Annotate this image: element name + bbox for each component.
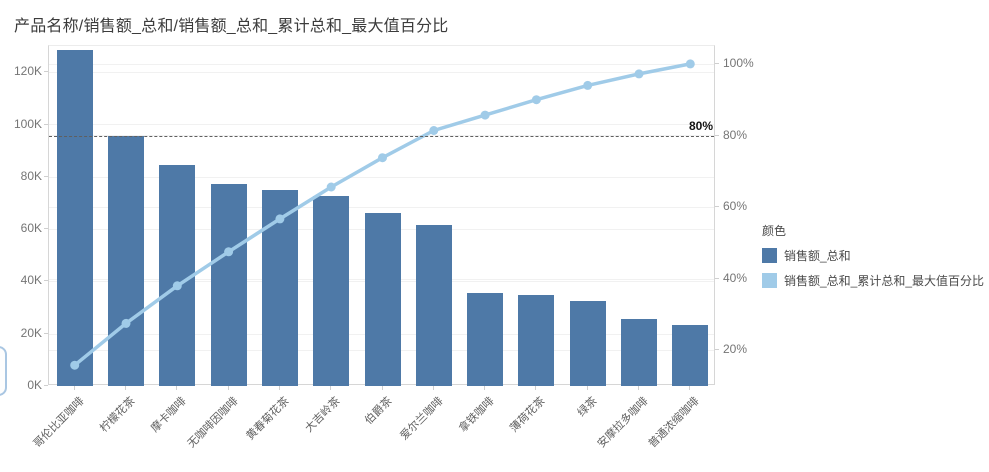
y-left-tickmark	[44, 385, 48, 386]
y-right-tick-100%: 100%	[723, 55, 754, 70]
line-marker-薄荷花茶[interactable]	[531, 95, 541, 105]
line-marker-大吉岭茶[interactable]	[326, 182, 336, 192]
plot-area: 80%	[48, 45, 715, 386]
line-marker-普通浓缩咖啡[interactable]	[685, 59, 695, 69]
bar-普通浓缩咖啡[interactable]	[672, 325, 709, 386]
bar-柠檬花茶[interactable]	[108, 136, 144, 386]
legend-item-cumulative-pct[interactable]: 销售额_总和_累计总和_最大值百分比	[762, 272, 984, 289]
x-tickmark	[125, 386, 126, 390]
y-left-tickmark	[44, 332, 48, 334]
y-right-tick-20%: 20%	[723, 342, 748, 357]
x-label-text: 拿铁咖啡	[457, 395, 497, 435]
x-label-text: 摩卡咖啡	[149, 395, 189, 435]
bar-安摩拉多咖啡[interactable]	[621, 319, 657, 386]
x-tickmark	[689, 386, 691, 390]
legend-item-sales[interactable]: 销售额_总和	[762, 247, 984, 264]
x-label-text: 伯爵茶	[362, 395, 395, 427]
x-label-text: 大吉岭茶	[303, 395, 343, 435]
line-marker-摩卡咖啡[interactable]	[172, 281, 182, 291]
line-marker-拿铁咖啡[interactable]	[480, 110, 490, 120]
x-tickmark	[381, 386, 383, 390]
bar-绿茶[interactable]	[569, 301, 606, 386]
y-right-tickmark	[715, 206, 719, 208]
legend-label: 销售额_总和_累计总和_最大值百分比	[784, 274, 985, 288]
line-marker-爱尔兰咖啡[interactable]	[429, 126, 439, 135]
line-marker-黄春菊花茶[interactable]	[275, 214, 285, 224]
line-marker-绿茶[interactable]	[583, 80, 593, 90]
x-tickmark	[227, 386, 229, 390]
bar-无咖啡因咖啡[interactable]	[210, 183, 247, 386]
gridline	[49, 72, 714, 74]
x-label-text: 薄荷花茶	[508, 395, 548, 435]
bar-伯爵茶[interactable]	[364, 212, 401, 386]
x-label-text: 柠檬花茶	[98, 395, 138, 435]
y-right-tickmark	[715, 62, 719, 64]
y-left-tick-40K: 40K	[20, 273, 42, 288]
y-right-tick-60%: 60%	[723, 199, 748, 214]
y-left-tickmark	[44, 175, 48, 177]
x-tickmark	[73, 386, 75, 390]
x-tickmark	[586, 386, 588, 390]
cumulative-line-path	[73, 62, 691, 367]
ref-line-80	[49, 135, 714, 137]
bar-摩卡咖啡[interactable]	[159, 164, 196, 386]
y-left-tick-60K: 60K	[20, 221, 42, 236]
x-label-text: 绿茶	[575, 395, 600, 420]
ref-line-label: 80%	[688, 118, 713, 133]
line-marker-柠檬花茶[interactable]	[121, 318, 131, 328]
y-right-tick-80%: 80%	[723, 127, 748, 142]
legend-swatch-cumulative-icon	[762, 273, 777, 288]
y-right-tickmark	[715, 349, 719, 351]
x-label-text: 无咖啡因咖啡	[185, 395, 241, 451]
page-title: 产品名称/销售额_总和/销售额_总和_累计总和_最大值百分比	[14, 18, 449, 35]
x-tickmark	[278, 386, 280, 390]
x-tickmark	[484, 386, 486, 390]
y-left-tickmark	[44, 228, 48, 230]
bar-大吉岭茶[interactable]	[313, 195, 350, 386]
bar-爱尔兰咖啡[interactable]	[415, 224, 452, 386]
y-right-tickmark	[715, 277, 719, 279]
bar-薄荷花茶[interactable]	[518, 294, 555, 386]
gridline	[49, 63, 714, 65]
bar-拿铁咖啡[interactable]	[467, 293, 504, 386]
cumulative-line	[70, 59, 695, 370]
bar-哥伦比亚咖啡[interactable]	[56, 50, 93, 386]
y-left-tick-100K: 100K	[13, 116, 42, 131]
legend: 颜色 销售额_总和 销售额_总和_累计总和_最大值百分比	[762, 222, 984, 297]
x-tickmark	[432, 386, 434, 390]
x-label-text: 安摩拉多咖啡	[595, 395, 651, 451]
x-label-text: 黄春菊花茶	[244, 395, 292, 443]
y-left-tick-20K: 20K	[20, 325, 42, 340]
x-tickmark	[638, 386, 639, 390]
legend-swatch-sales-icon	[762, 248, 777, 263]
y-left-tickmark	[44, 123, 48, 125]
gridline	[49, 176, 714, 178]
x-label-text: 普通浓缩咖啡	[646, 395, 702, 451]
x-tickmark	[535, 386, 537, 390]
line-marker-无咖啡因咖啡[interactable]	[224, 247, 234, 257]
y-left-tickmark	[44, 280, 48, 282]
y-left-tickmark	[44, 71, 48, 73]
legend-title: 颜色	[762, 224, 787, 238]
gridline	[49, 124, 714, 126]
gridline	[49, 207, 714, 209]
legend-label: 销售额_总和	[784, 249, 851, 263]
line-marker-伯爵茶[interactable]	[378, 153, 387, 163]
x-label-text: 爱尔兰咖啡	[398, 395, 446, 443]
line-marker-安摩拉多咖啡[interactable]	[634, 69, 644, 79]
y-right-tick-40%: 40%	[723, 270, 748, 285]
y-left-tick-120K: 120K	[13, 64, 42, 79]
y-left-tick-80K: 80K	[20, 168, 42, 183]
x-tickmark	[176, 386, 178, 390]
x-label-text: 哥伦比亚咖啡	[31, 395, 87, 451]
line-marker-哥伦比亚咖啡[interactable]	[70, 360, 80, 370]
x-tickmark	[330, 386, 332, 390]
y-left-tick-0K: 0K	[27, 378, 42, 392]
y-right-tickmark	[715, 134, 719, 136]
